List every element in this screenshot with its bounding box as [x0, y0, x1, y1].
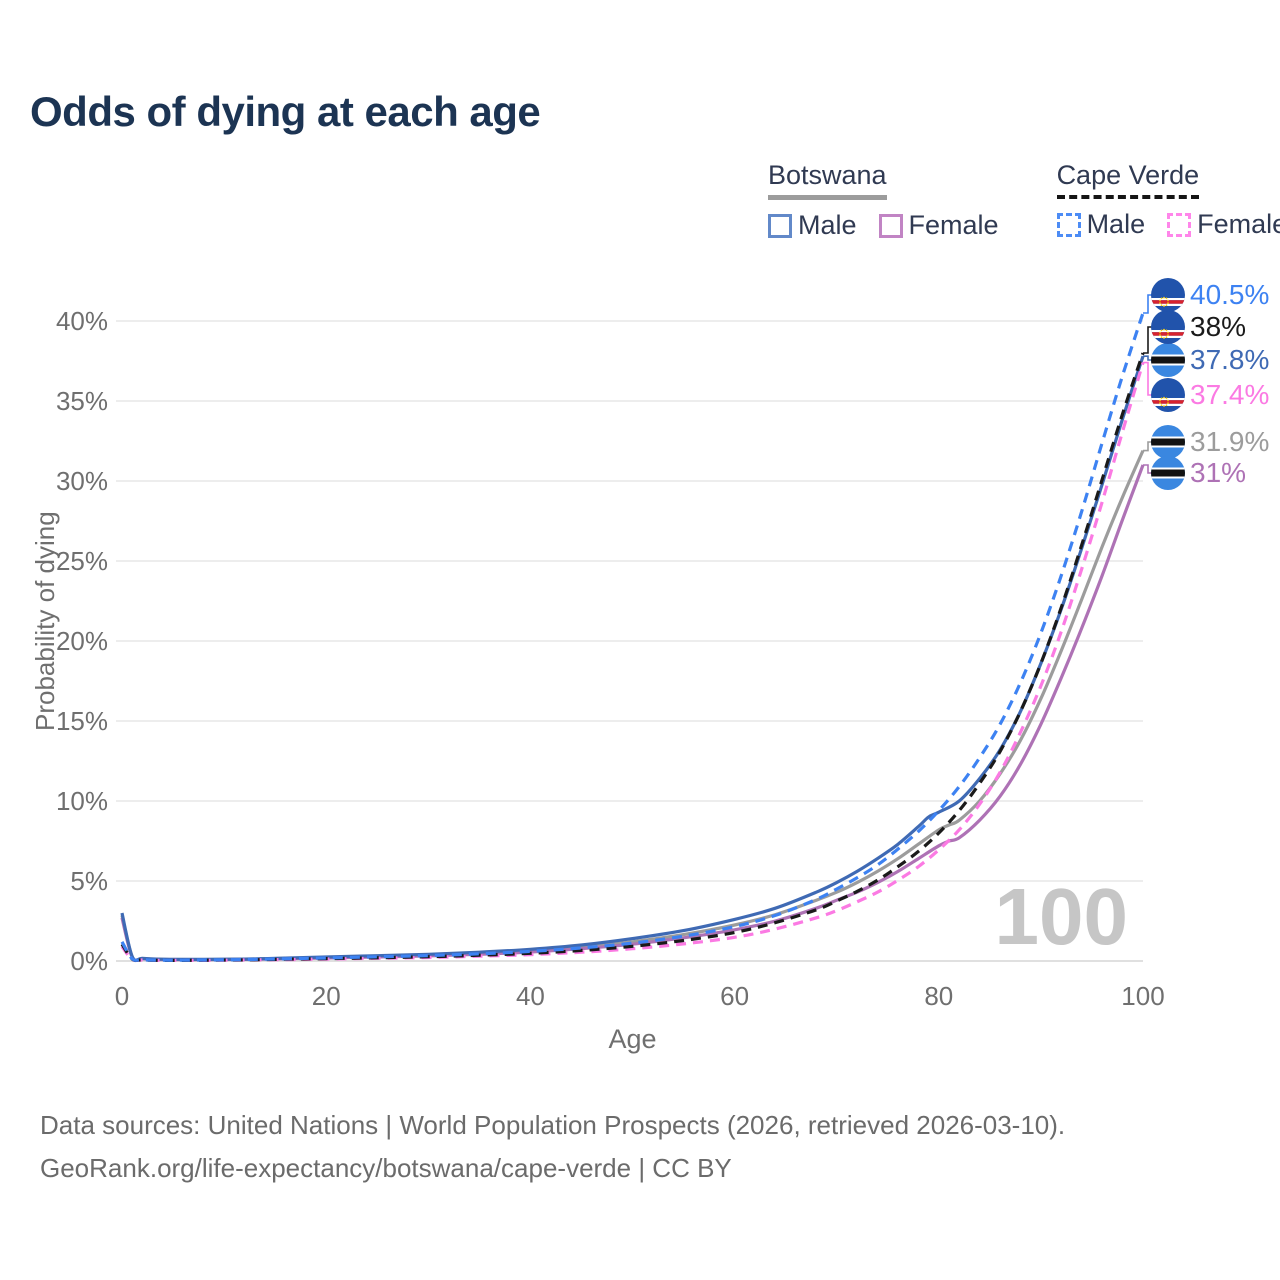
end-label-cv-female: 37.4% — [1190, 379, 1269, 410]
series-line-bw-all — [120, 449, 1145, 963]
footer: Data sources: United Nations | World Pop… — [40, 1104, 1065, 1190]
y-tick-label: 40% — [56, 306, 108, 336]
x-tick-label: 40 — [516, 981, 545, 1011]
y-tick-label: 35% — [56, 386, 108, 416]
footer-data-sources: Data sources: United Nations | World Pop… — [40, 1110, 1066, 1140]
series-line-cv-male — [120, 312, 1145, 962]
footer-attribution: GeoRank.org/life-expectancy/botswana/cap… — [40, 1153, 732, 1183]
label-leader-cv-all — [1143, 326, 1152, 354]
legend-item-botswana-male: Male — [768, 210, 857, 241]
flag-botswana-icon — [1151, 425, 1185, 459]
legend-group-cape-verde: Cape Verde Male Female — [1056, 160, 1280, 241]
label-leader-bw-all — [1143, 441, 1152, 452]
legend-label: Female — [1197, 209, 1280, 239]
x-tick-label: 80 — [924, 981, 953, 1011]
label-leader-cv-male — [1143, 294, 1152, 314]
end-label-bw-female: 31% — [1190, 457, 1246, 488]
y-tick-label: 0% — [70, 946, 108, 976]
y-axis-title: Probability of dying — [30, 511, 60, 731]
flag-cape-verde-icon — [1151, 378, 1185, 412]
legend-item-botswana-female: Female — [878, 210, 999, 241]
end-label-bw-male: 37.8% — [1190, 344, 1269, 375]
end-label-bw-all: 31.9% — [1190, 426, 1269, 457]
x-tick-label: 0 — [115, 981, 129, 1011]
legend-label: Male — [1086, 209, 1146, 239]
label-leader-bw-female — [1143, 464, 1152, 474]
series-line-bw-female — [120, 464, 1145, 963]
flag-botswana-icon — [1151, 343, 1185, 377]
age-watermark: 100 — [995, 872, 1128, 961]
legend-label: Male — [798, 210, 857, 240]
y-tick-label: 10% — [56, 786, 108, 816]
legend-group-botswana: Botswana Male Female — [768, 160, 999, 241]
legend: Botswana Male Female Cape Verde Male Fem… — [768, 160, 1280, 241]
series-line-bw-male — [120, 355, 1145, 962]
legend-country-botswana: Botswana — [768, 160, 887, 200]
label-leader-bw-male — [1143, 355, 1152, 361]
label-leader-cv-female — [1143, 361, 1152, 396]
botswana-male-swatch-icon — [768, 213, 792, 238]
cape-verde-male-swatch-icon — [1056, 212, 1081, 237]
flag-cape-verde-icon — [1151, 310, 1185, 344]
series-line-cv-female — [120, 362, 1145, 963]
x-tick-label: 100 — [1121, 981, 1164, 1011]
legend-item-cape-verde-male: Male — [1056, 209, 1146, 240]
cape-verde-female-swatch-icon — [1167, 212, 1192, 237]
legend-item-cape-verde-female: Female — [1167, 209, 1280, 240]
flag-cape-verde-icon — [1151, 278, 1185, 312]
y-tick-label: 15% — [56, 706, 108, 736]
end-label-cv-male: 40.5% — [1190, 279, 1269, 310]
end-label-cv-all: 38% — [1190, 311, 1246, 342]
y-tick-label: 20% — [56, 626, 108, 656]
flag-botswana-icon — [1151, 456, 1185, 490]
legend-country-cape-verde: Cape Verde — [1056, 160, 1200, 199]
botswana-female-swatch-icon — [878, 213, 903, 238]
page-title: Odds of dying at each age — [30, 88, 541, 135]
y-tick-label: 5% — [70, 866, 108, 896]
y-tick-label: 30% — [56, 466, 108, 496]
y-tick-label: 25% — [56, 546, 108, 576]
x-axis-title: Age — [608, 1024, 657, 1054]
legend-label: Female — [908, 210, 999, 240]
x-tick-label: 60 — [720, 981, 749, 1011]
series-line-cv-all — [120, 352, 1145, 963]
x-tick-label: 20 — [312, 981, 341, 1011]
